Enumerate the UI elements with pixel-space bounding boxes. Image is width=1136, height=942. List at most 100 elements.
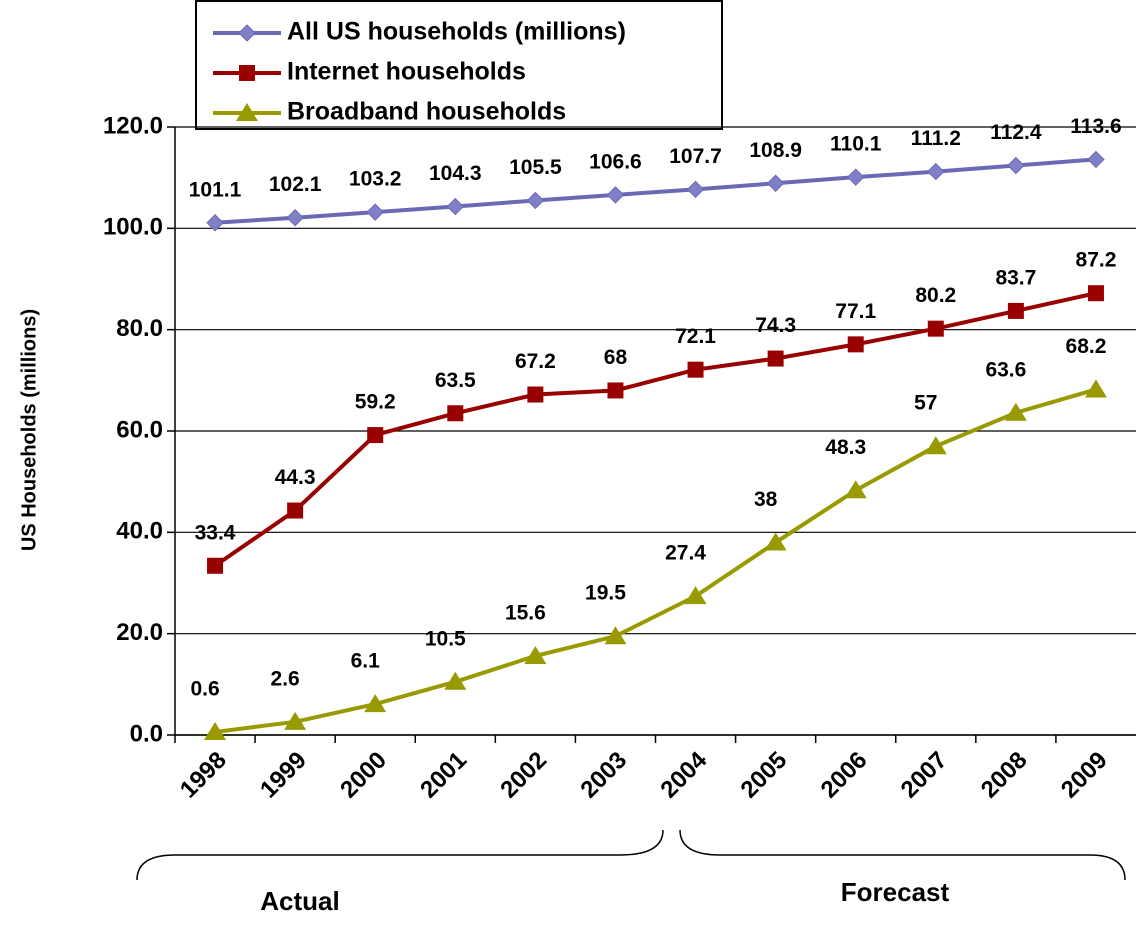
y-tick-label: 20.0	[116, 619, 163, 646]
data-label: 104.3	[429, 162, 482, 185]
data-point	[206, 214, 224, 232]
data-point	[604, 626, 627, 645]
data-point	[1007, 302, 1024, 319]
data-label: 111.2	[911, 127, 961, 150]
data-point	[204, 721, 227, 740]
data-label: 103.2	[349, 168, 402, 191]
data-point	[366, 203, 384, 221]
data-point	[526, 191, 545, 210]
data-label: 106.6	[589, 150, 642, 173]
legend-box	[195, 0, 723, 130]
data-label: 105.5	[509, 156, 562, 179]
data-point	[927, 320, 944, 337]
data-point	[524, 645, 547, 664]
data-label: 77.1	[835, 300, 876, 323]
data-point	[924, 436, 947, 455]
data-label: 112.4	[990, 121, 1042, 144]
x-tick-label: 2003	[575, 747, 632, 804]
data-point	[847, 336, 864, 353]
data-label: 113.6	[1070, 115, 1121, 138]
series-line	[214, 157, 1097, 225]
data-label: 27.4	[665, 542, 706, 565]
x-tick-label: 1999	[255, 747, 312, 804]
data-point	[686, 180, 705, 199]
brace-actual	[136, 829, 664, 881]
data-label: 87.2	[1076, 249, 1117, 272]
data-label: 107.7	[669, 145, 722, 168]
y-tick-label: 0.0	[130, 720, 163, 747]
brace-forecast	[679, 829, 1126, 881]
data-point	[1004, 402, 1027, 421]
data-label: 74.3	[755, 314, 796, 337]
data-label: 83.7	[995, 266, 1036, 289]
data-point	[764, 532, 787, 551]
data-point	[446, 197, 464, 216]
data-label: 68	[604, 346, 628, 369]
legend-label: Internet households	[287, 58, 526, 86]
data-point	[286, 208, 304, 227]
data-point	[1084, 379, 1107, 398]
data-point	[606, 186, 625, 204]
legend-label: Broadband households	[287, 98, 566, 126]
data-point	[1087, 285, 1104, 302]
legend-label: All US households (millions)	[287, 18, 626, 46]
data-label: 102.1	[269, 173, 322, 196]
data-point	[364, 694, 387, 713]
data-label: 10.5	[425, 627, 466, 650]
y-tick-label: 80.0	[116, 315, 163, 342]
data-point	[684, 586, 707, 605]
data-point	[1007, 156, 1025, 175]
y-tick-label: 40.0	[116, 518, 163, 545]
data-label: 101.1	[189, 178, 242, 201]
data-label: 67.2	[515, 350, 556, 373]
data-label: 57	[914, 392, 937, 415]
data-point	[607, 382, 624, 399]
data-point	[284, 711, 307, 730]
data-label: 108.9	[749, 139, 802, 162]
data-point	[767, 350, 784, 367]
data-point	[847, 168, 865, 186]
data-point	[444, 671, 467, 690]
annotation: Forecast	[841, 877, 950, 907]
y-tick-label: 100.0	[103, 214, 163, 241]
data-label: 59.2	[355, 391, 396, 414]
data-label: 72.1	[675, 325, 716, 348]
x-tick-label: 2004	[655, 746, 712, 803]
data-label: 44.3	[275, 466, 316, 489]
data-label: 63.5	[435, 369, 476, 392]
x-tick-label: 2005	[736, 747, 793, 804]
data-point	[1087, 150, 1105, 169]
data-label: 2.6	[271, 667, 300, 690]
data-point	[927, 162, 945, 181]
data-label: 110.1	[830, 133, 882, 156]
data-label: 0.6	[190, 678, 219, 701]
data-point	[527, 386, 544, 403]
x-tick-label: 2001	[415, 747, 472, 804]
data-point	[766, 174, 785, 192]
x-tick-label: 2006	[816, 747, 873, 804]
legend-marker	[238, 24, 256, 42]
y-tick-label: 60.0	[116, 416, 163, 443]
data-label: 6.1	[351, 650, 381, 673]
legend-marker	[239, 65, 255, 81]
data-label: 15.6	[505, 602, 546, 625]
x-tick-label: 2008	[976, 747, 1033, 804]
x-tick-label: 2002	[495, 747, 552, 804]
data-point	[447, 405, 464, 422]
data-label: 38	[754, 488, 778, 511]
data-label: 33.4	[195, 521, 236, 544]
data-label: 68.2	[1066, 335, 1107, 358]
data-point	[287, 502, 304, 519]
data-label: 80.2	[915, 284, 956, 307]
data-label: 48.3	[825, 436, 866, 459]
legend-marker	[236, 103, 258, 121]
data-point	[844, 480, 867, 499]
annotation: Actual	[260, 886, 339, 916]
data-label: 63.6	[985, 358, 1026, 381]
y-axis-label: US Households (millions)	[18, 309, 40, 551]
data-point	[207, 557, 224, 574]
x-tick-label: 2009	[1056, 747, 1113, 804]
series-line	[214, 387, 1097, 734]
x-tick-label: 2007	[896, 747, 953, 804]
